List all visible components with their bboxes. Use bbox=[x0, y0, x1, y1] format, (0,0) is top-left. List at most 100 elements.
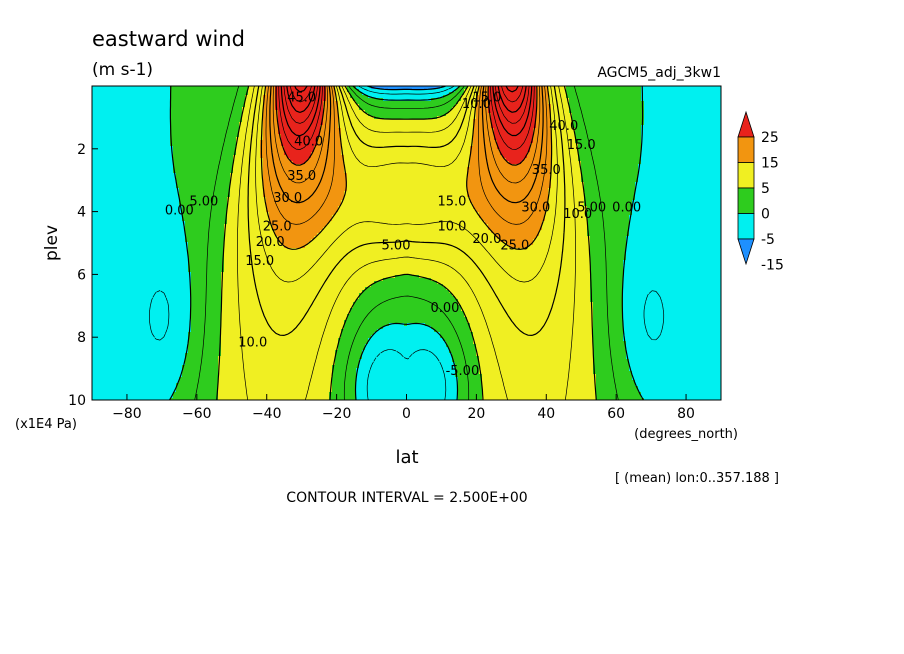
field-cell bbox=[92, 122, 171, 126]
field-cell bbox=[272, 227, 324, 231]
field-cell bbox=[425, 323, 471, 327]
field-cell bbox=[173, 149, 237, 153]
field-cell bbox=[176, 179, 231, 183]
field-cell bbox=[92, 206, 183, 210]
field-cell bbox=[191, 329, 222, 333]
field-cell bbox=[236, 137, 264, 141]
field-cell bbox=[548, 194, 585, 198]
field-cell bbox=[590, 275, 624, 279]
field-cell bbox=[173, 146, 237, 150]
field-cell bbox=[92, 164, 174, 168]
field-cell bbox=[224, 248, 591, 252]
field-cell bbox=[92, 143, 171, 147]
field-cell bbox=[191, 272, 222, 276]
field-cell bbox=[638, 389, 721, 393]
field-cell bbox=[341, 332, 375, 336]
y-axis-unit: (x1E4 Pa) bbox=[15, 417, 77, 432]
field-cell bbox=[170, 104, 246, 108]
field-cell bbox=[221, 353, 336, 357]
field-cell bbox=[176, 185, 231, 189]
field-cell bbox=[629, 227, 721, 231]
run-id-label: AGCM5_adj_3kw1 bbox=[597, 65, 721, 81]
field-cell bbox=[578, 149, 642, 153]
field-cell bbox=[170, 107, 243, 111]
contour-label: 15.0 bbox=[437, 194, 466, 209]
contour-lines bbox=[149, 86, 665, 400]
field-cell bbox=[467, 320, 594, 324]
field-cell bbox=[347, 86, 357, 90]
contour-line bbox=[194, 86, 619, 400]
field-cell bbox=[473, 140, 498, 144]
field-cell bbox=[476, 350, 594, 354]
field-cell bbox=[443, 95, 462, 99]
field-cell bbox=[92, 137, 171, 141]
field-cell bbox=[623, 272, 721, 276]
field-cell bbox=[482, 398, 597, 400]
field-cell bbox=[551, 122, 573, 126]
field-cell bbox=[263, 110, 279, 114]
field-cell bbox=[641, 92, 721, 96]
field-cell bbox=[470, 329, 594, 333]
field-cell bbox=[458, 395, 483, 399]
field-cell bbox=[92, 209, 183, 213]
field-cell bbox=[362, 353, 453, 357]
field-cell bbox=[263, 158, 291, 162]
field-cell bbox=[92, 101, 171, 105]
field-cell bbox=[356, 374, 456, 378]
field-cell bbox=[548, 188, 585, 192]
field-cell bbox=[92, 353, 186, 357]
field-cell bbox=[596, 398, 645, 400]
field-cell bbox=[626, 341, 721, 345]
field-cell bbox=[182, 209, 228, 213]
field-cell bbox=[485, 221, 543, 225]
field-cell bbox=[644, 113, 721, 117]
field-cell bbox=[92, 335, 189, 339]
field-cell bbox=[92, 356, 186, 360]
field-cell bbox=[230, 194, 264, 198]
field-cell bbox=[92, 347, 189, 351]
field-cell bbox=[179, 188, 231, 192]
field-cell bbox=[281, 140, 318, 144]
field-cell bbox=[332, 215, 480, 219]
field-cell bbox=[587, 221, 630, 225]
field-cell bbox=[92, 350, 189, 354]
field-cell bbox=[275, 86, 327, 90]
field-cell bbox=[644, 101, 721, 105]
field-cell bbox=[92, 368, 183, 372]
field-cell bbox=[623, 329, 721, 333]
field-cell bbox=[593, 371, 633, 375]
mean-note: [ (mean) lon:0..357.188 ] bbox=[615, 471, 779, 486]
field-cell bbox=[170, 113, 243, 117]
field-cell bbox=[185, 230, 225, 234]
field-cell bbox=[584, 182, 636, 186]
field-cell bbox=[191, 305, 222, 309]
field-cell bbox=[587, 206, 633, 210]
field-cell bbox=[284, 152, 312, 156]
chart-title: eastward wind bbox=[92, 27, 245, 51]
field-cell bbox=[455, 365, 480, 369]
field-cell bbox=[368, 95, 444, 99]
field-cell bbox=[359, 104, 456, 108]
field-cell bbox=[242, 119, 264, 123]
contour-line bbox=[260, 86, 553, 250]
field-cell bbox=[632, 200, 721, 204]
field-cell bbox=[92, 392, 174, 396]
field-cell bbox=[263, 119, 279, 123]
field-cell bbox=[221, 347, 339, 351]
field-cell bbox=[341, 203, 474, 207]
field-cell bbox=[464, 311, 594, 315]
field-cell bbox=[533, 239, 591, 243]
field-cell bbox=[221, 305, 354, 309]
field-cell bbox=[92, 248, 189, 252]
field-cell bbox=[494, 137, 534, 141]
field-cell bbox=[359, 293, 453, 297]
field-cell bbox=[458, 299, 591, 303]
field-cell bbox=[173, 161, 234, 165]
field-cell bbox=[482, 383, 597, 387]
field-cell bbox=[338, 116, 375, 120]
field-cell bbox=[473, 203, 549, 207]
field-cell bbox=[260, 155, 288, 159]
field-cell bbox=[173, 167, 234, 171]
field-cell bbox=[623, 338, 721, 342]
field-cell bbox=[419, 275, 591, 279]
